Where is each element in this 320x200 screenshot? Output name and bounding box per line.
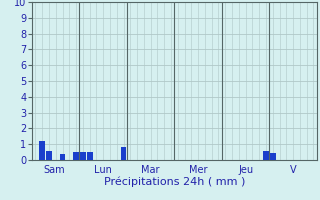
Bar (60, 154, 65, 160)
Bar (121, 147, 126, 160)
Bar (39, 141, 45, 160)
Bar (270, 153, 276, 160)
X-axis label: Précipitations 24h ( mm ): Précipitations 24h ( mm ) (104, 176, 245, 187)
Bar (263, 151, 269, 160)
Bar (80, 152, 86, 160)
Bar (46, 151, 52, 160)
Bar (87, 152, 92, 160)
Bar (73, 152, 79, 160)
